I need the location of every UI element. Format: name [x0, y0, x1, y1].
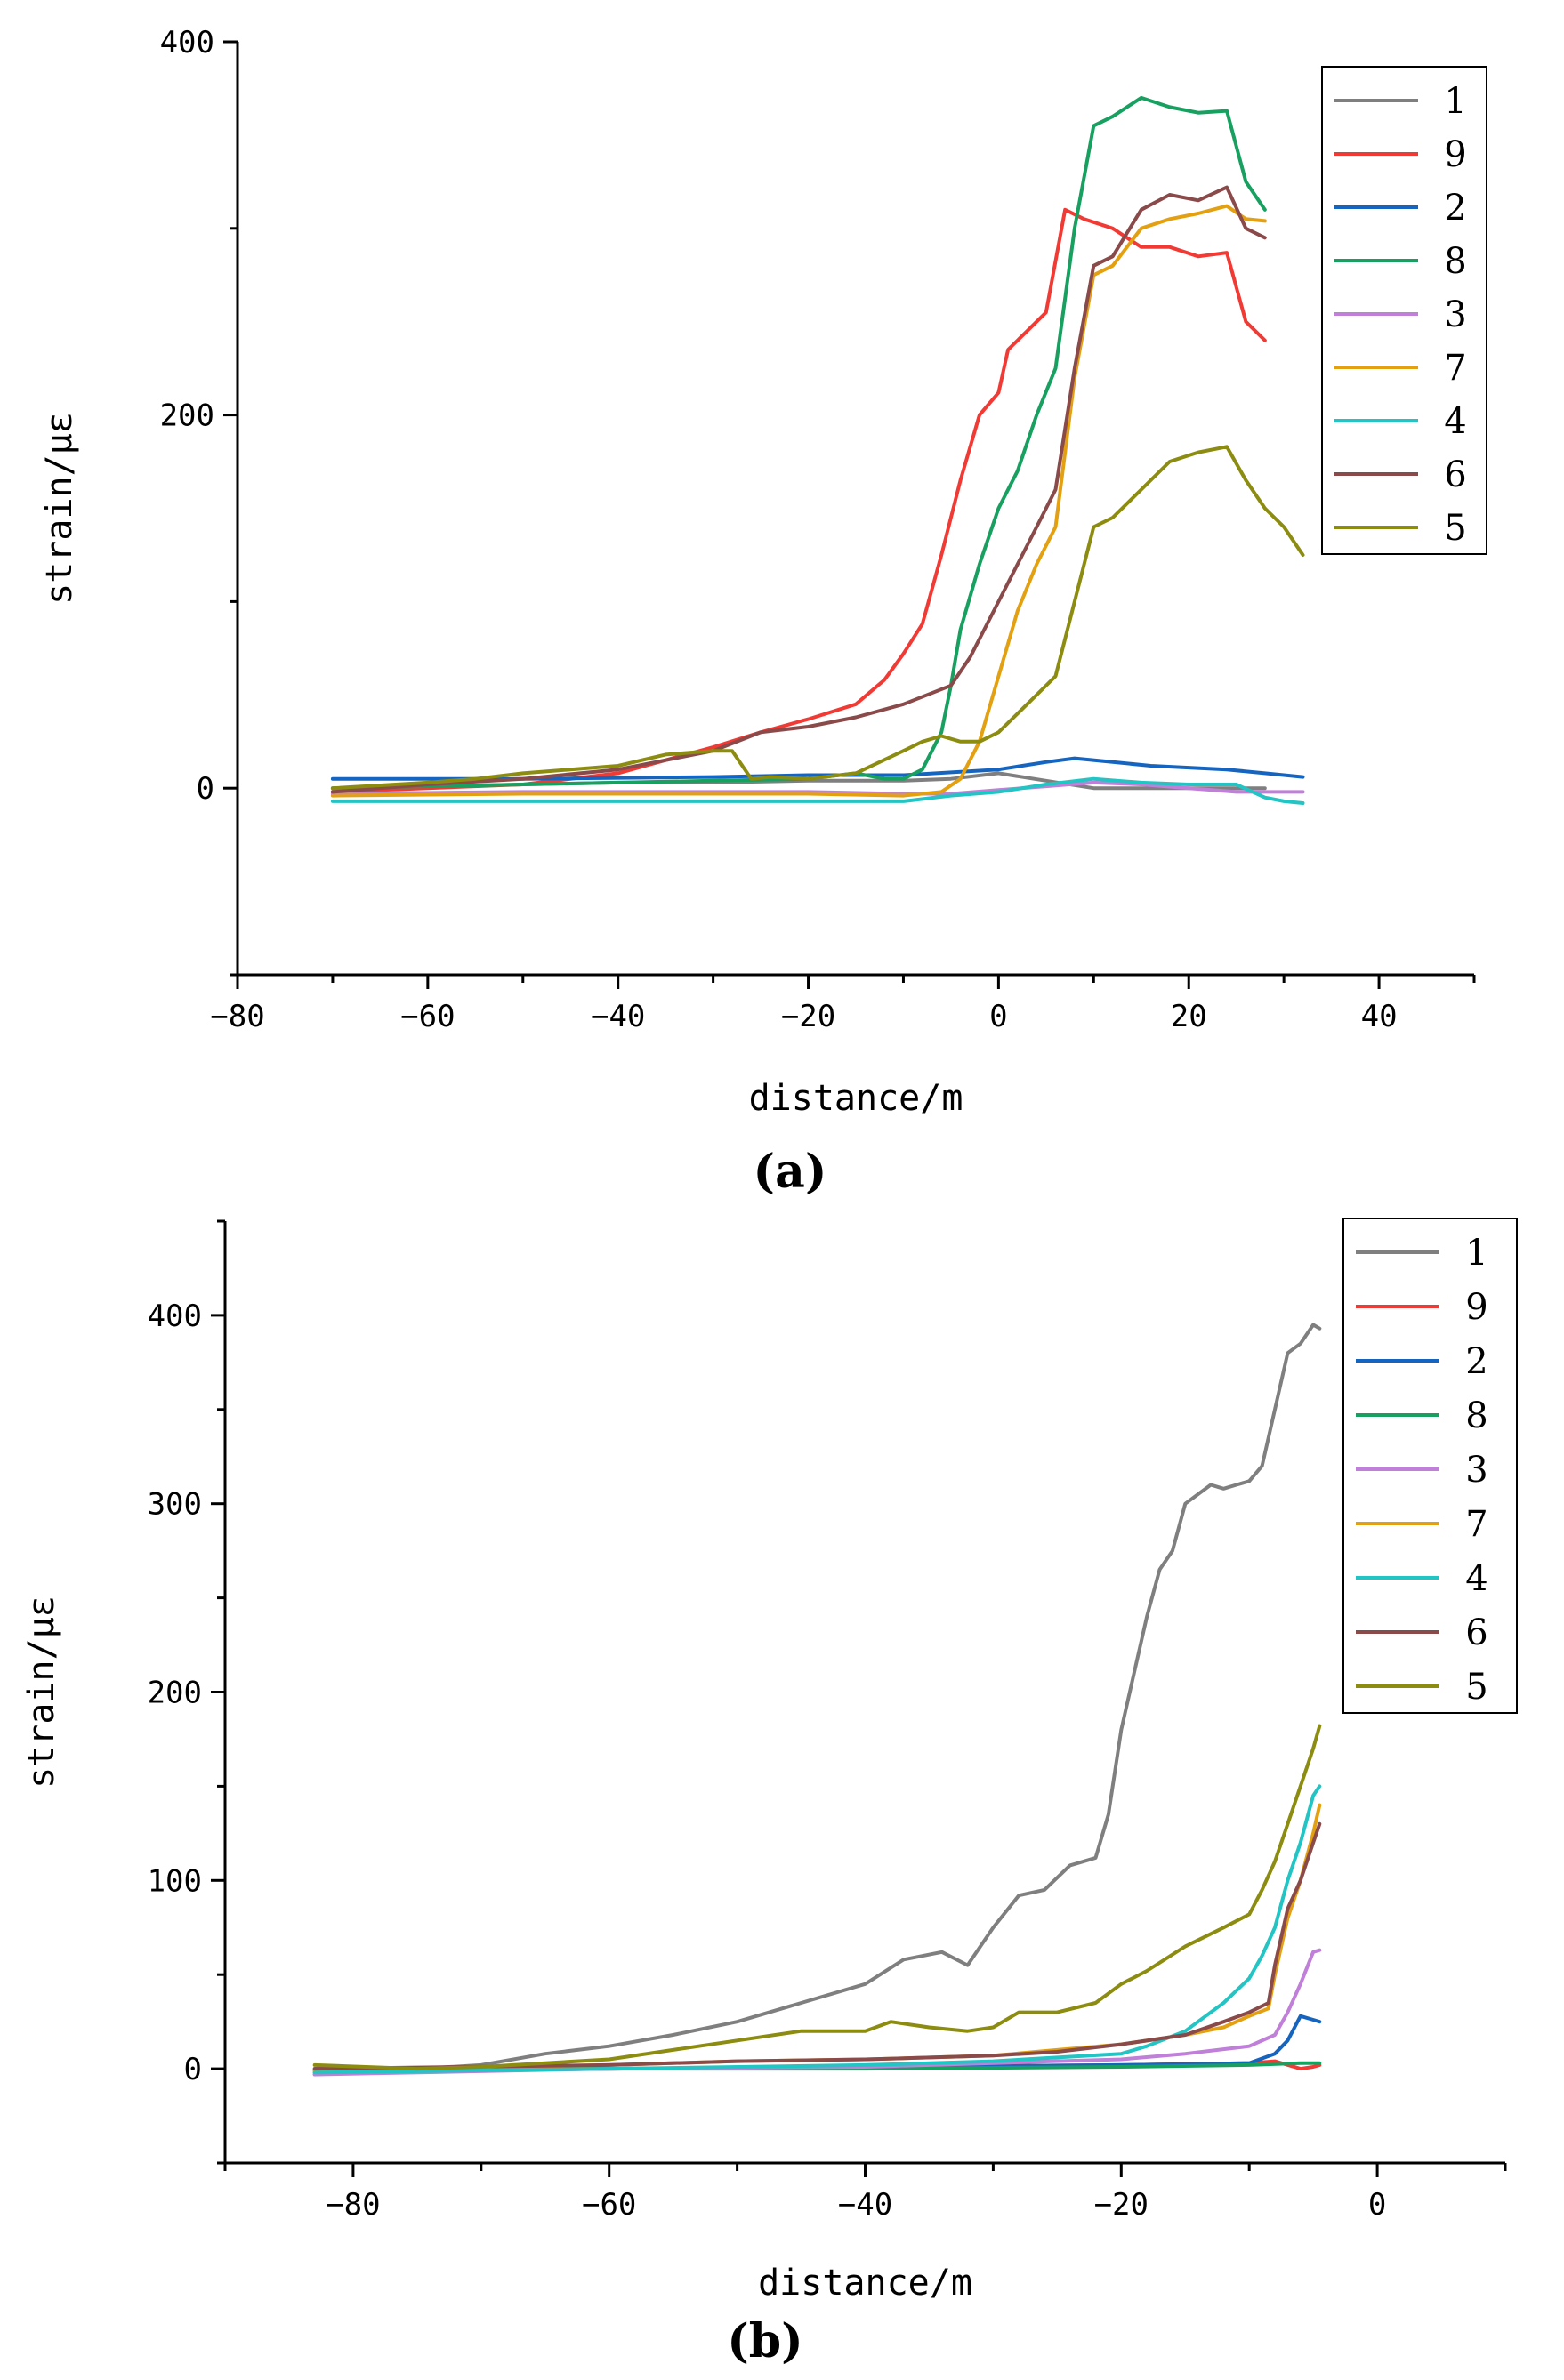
chart-0-x-tick-label: 20 — [1171, 999, 1207, 1034]
chart-0-legend-label-1: 1 — [1444, 81, 1466, 122]
panel-label-a: (a) — [754, 1145, 827, 1199]
chart-0-legend-label-6: 6 — [1444, 454, 1466, 495]
chart-0-legend-label-7: 7 — [1444, 348, 1466, 389]
chart-0-legend-label-2: 2 — [1444, 188, 1466, 229]
chart-0-legend-label-5: 5 — [1444, 508, 1466, 549]
chart-0-series-line-4 — [330, 776, 1305, 805]
chart-0-x-tick-label: −80 — [210, 999, 264, 1034]
chart-0-x-tick-label: 40 — [1361, 999, 1398, 1034]
chart-1-x-tick-label: −40 — [838, 2187, 892, 2223]
chart-0-x-tick-label: −60 — [400, 999, 455, 1034]
chart-1-x-axis-title: distance/m — [758, 2263, 972, 2304]
chart-0-y-tick-label: 400 — [160, 25, 214, 60]
chart-1-y-axis-title: strain/με — [21, 1596, 62, 1789]
chart-1-x-tick-label: −20 — [1094, 2187, 1149, 2223]
chart-0-x-tick-label: 0 — [989, 999, 1007, 1034]
chart-1-legend-label-2: 2 — [1465, 1341, 1487, 1382]
chart-1-x-tick-label: −60 — [582, 2187, 636, 2223]
chart-1-legend-label-1: 1 — [1465, 1233, 1487, 1274]
chart-0-series-line-7 — [330, 204, 1267, 798]
chart-0-x-tick-label: −40 — [591, 999, 645, 1034]
panel-b: −80 −60 −40 −20 0 0 100 200 300 400 distance/m stra… — [21, 1218, 1518, 2304]
chart-1-series-line-6 — [312, 1821, 1322, 2071]
chart-1-legend-box — [1342, 1218, 1518, 1714]
chart-0-y-tick-label: 0 — [197, 771, 214, 807]
chart-1-legend-label-6: 6 — [1465, 1612, 1487, 1653]
chart-0-legend-label-4: 4 — [1444, 401, 1466, 442]
chart-1-y-tick-label: 200 — [148, 1676, 202, 1711]
chart-1-series-line-4 — [312, 1784, 1322, 2075]
chart-1-x-tick-label: −80 — [326, 2187, 380, 2223]
chart-1-y-tick-label: 300 — [148, 1487, 202, 1523]
chart-0-legend-label-9: 9 — [1444, 134, 1466, 175]
chart-0-legend-label-8: 8 — [1444, 241, 1466, 282]
chart-1-series-line-5 — [312, 1724, 1322, 2071]
chart-1-series-line-2 — [312, 2014, 1322, 2073]
chart-0-y-axis-title: strain/με — [39, 412, 80, 605]
chart-0-series-line-5 — [330, 445, 1305, 791]
chart-1-legend-label-4: 4 — [1465, 1558, 1487, 1599]
chart-0-series-line-6 — [330, 185, 1267, 794]
chart-1-x-tick-label: 0 — [1368, 2187, 1386, 2223]
chart-1-y-tick-label: 0 — [184, 2052, 202, 2087]
chart-1-series-line-1 — [312, 1323, 1322, 2077]
chart-1-y-tick-label: 100 — [148, 1863, 202, 1899]
chart-1-legend-label-9: 9 — [1465, 1287, 1487, 1328]
chart-0-series-line-9 — [330, 207, 1267, 794]
chart-1-legend-label-5: 5 — [1465, 1667, 1487, 1708]
chart-1-y-tick-label: 400 — [148, 1299, 202, 1334]
chart-0-x-axis-title: distance/m — [749, 1078, 963, 1119]
chart-0-x-tick-label: −20 — [781, 999, 835, 1034]
chart-1-series-line-3 — [312, 1948, 1322, 2077]
chart-0-legend-label-3: 3 — [1444, 294, 1466, 335]
chart-0-series-line-8 — [330, 95, 1267, 791]
panel-label-b: (b) — [727, 2314, 803, 2368]
chart-0-y-tick-label: 200 — [160, 398, 214, 434]
panel-a: −80 −60 −40 −20 0 20 400200400distance/mstrain… — [39, 25, 1487, 1119]
chart-0-series-line-3 — [330, 780, 1305, 796]
chart-1-legend-label-7: 7 — [1465, 1504, 1487, 1545]
chart-1-legend-label-3: 3 — [1465, 1450, 1487, 1491]
chart-1-legend-label-8: 8 — [1465, 1395, 1487, 1436]
chart-0-series-line-2 — [330, 756, 1305, 781]
